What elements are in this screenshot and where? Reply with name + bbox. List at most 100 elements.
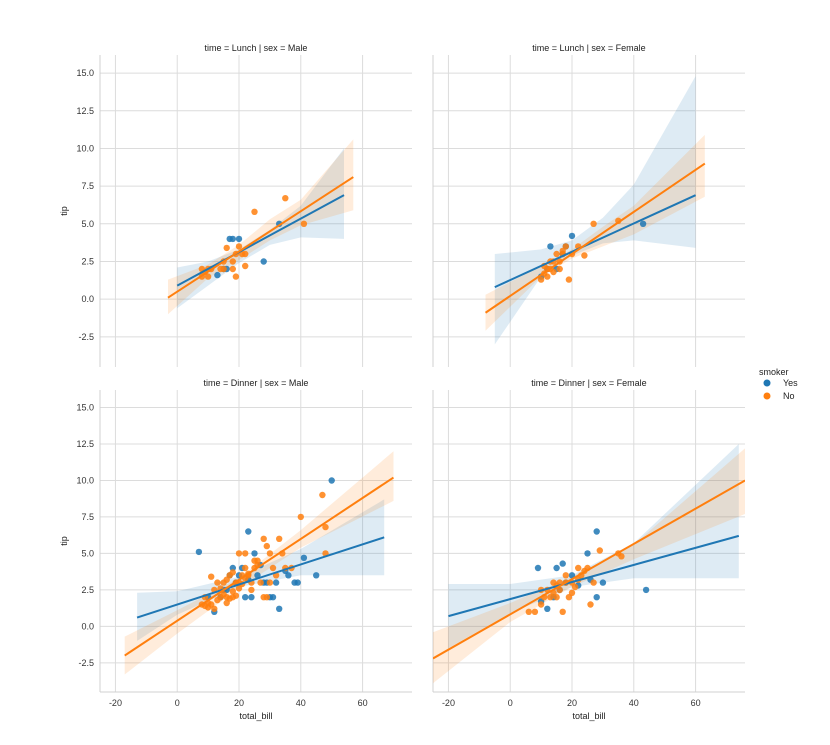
data-point-no bbox=[211, 605, 218, 612]
data-point-no bbox=[235, 243, 243, 250]
y-tick-label: -2.5 bbox=[78, 332, 94, 342]
confidence-band-no bbox=[168, 139, 354, 315]
data-point-no bbox=[214, 596, 221, 604]
regression-line-yes bbox=[176, 194, 345, 287]
data-point-no bbox=[525, 608, 532, 615]
data-point-no bbox=[553, 594, 560, 601]
data-point-no bbox=[229, 265, 236, 273]
data-point-yes bbox=[328, 477, 335, 484]
facet-panel: time = Lunch | sex = Male -2.5 0.0 2.5 5.0 7.… bbox=[59, 43, 412, 367]
data-point-yes bbox=[568, 572, 576, 579]
data-point-no bbox=[235, 550, 243, 557]
data-point-no bbox=[220, 265, 227, 273]
data-point-no bbox=[300, 220, 308, 227]
data-point-yes bbox=[544, 605, 551, 612]
data-point-no bbox=[208, 573, 215, 580]
regression-line-no bbox=[167, 176, 354, 299]
data-point-no bbox=[590, 579, 597, 586]
data-point-no bbox=[269, 564, 277, 572]
confidence-band-yes bbox=[448, 444, 739, 649]
data-point-yes bbox=[593, 528, 600, 535]
regression-line-yes bbox=[448, 534, 740, 618]
data-point-no bbox=[251, 208, 258, 215]
legend-marker-yes bbox=[763, 379, 771, 387]
data-point-no bbox=[596, 547, 603, 554]
plot-area bbox=[124, 451, 395, 675]
y-tick-label: 7.5 bbox=[81, 181, 94, 191]
legend-marker-no bbox=[763, 392, 771, 400]
data-point-no bbox=[319, 491, 326, 499]
data-point-yes bbox=[251, 550, 258, 557]
data-point-yes bbox=[214, 271, 221, 279]
data-point-no bbox=[590, 220, 597, 227]
data-point-no bbox=[223, 576, 230, 583]
plot-area bbox=[167, 139, 354, 315]
y-tick-label: 7.5 bbox=[81, 512, 94, 522]
facet-title: time = Lunch | sex = Female bbox=[532, 43, 645, 53]
y-axis-label: tip bbox=[59, 536, 69, 546]
data-point-no bbox=[220, 591, 227, 598]
data-point-yes bbox=[584, 550, 591, 557]
regression-line-no bbox=[433, 479, 745, 660]
data-point-yes bbox=[269, 594, 277, 601]
legend-label-yes: Yes bbox=[783, 378, 798, 388]
y-tick-label: 12.5 bbox=[76, 439, 94, 449]
y-tick-label: -2.5 bbox=[78, 658, 94, 668]
data-point-no bbox=[229, 258, 236, 265]
y-tick-label: 5.0 bbox=[81, 219, 94, 229]
data-point-yes bbox=[248, 594, 255, 601]
y-tick-label: 0.0 bbox=[81, 294, 94, 304]
data-point-no bbox=[248, 586, 255, 594]
data-point-no bbox=[223, 244, 230, 252]
data-point-no bbox=[260, 535, 267, 542]
y-tick-label: 10.0 bbox=[76, 143, 94, 153]
x-axis-label: total_bill bbox=[239, 711, 272, 721]
data-point-yes bbox=[235, 235, 243, 243]
x-tick-label: 20 bbox=[234, 698, 244, 708]
data-point-no bbox=[571, 583, 579, 591]
facet-panel: time = Dinner | sex = Male -2.5 0.0 2.5 5.0 7… bbox=[59, 378, 412, 721]
facet-panel: time = Dinner | sex = Female -20 0 20 40 60 to… bbox=[432, 378, 745, 721]
confidence-band-yes bbox=[137, 499, 385, 641]
data-point-yes bbox=[229, 564, 236, 572]
data-point-no bbox=[242, 564, 249, 572]
data-point-no bbox=[232, 592, 240, 599]
data-point-no bbox=[266, 579, 274, 586]
data-point-no bbox=[229, 569, 236, 576]
y-tick-label: 15.0 bbox=[76, 403, 94, 413]
data-point-yes bbox=[300, 554, 308, 561]
x-tick-label: 0 bbox=[508, 698, 513, 708]
data-point-no bbox=[556, 265, 563, 273]
data-point-no bbox=[587, 601, 594, 608]
legend-label-no: No bbox=[783, 391, 795, 401]
data-point-no bbox=[242, 550, 249, 557]
data-point-no bbox=[559, 608, 566, 615]
confidence-band-yes bbox=[494, 76, 696, 345]
x-tick-label: 20 bbox=[567, 698, 577, 708]
data-point-no bbox=[223, 599, 230, 607]
regression-line-no bbox=[484, 162, 706, 314]
facet-panel: time = Lunch | sex = Female bbox=[432, 43, 745, 367]
data-point-no bbox=[553, 250, 560, 258]
y-tick-label: 2.5 bbox=[81, 585, 94, 595]
y-tick-label: 2.5 bbox=[81, 256, 94, 266]
plot-area bbox=[433, 444, 745, 684]
data-point-no bbox=[232, 273, 240, 280]
data-point-no bbox=[242, 250, 249, 258]
data-point-no bbox=[266, 550, 274, 557]
data-point-yes bbox=[242, 594, 249, 601]
data-point-no bbox=[204, 273, 212, 280]
y-tick-label: 5.0 bbox=[81, 548, 94, 558]
x-tick-label: -20 bbox=[442, 698, 455, 708]
facet-title: time = Dinner | sex = Male bbox=[204, 378, 309, 388]
confidence-band-no bbox=[485, 134, 705, 331]
data-point-yes bbox=[195, 548, 203, 556]
data-point-no bbox=[257, 579, 264, 586]
data-point-no bbox=[282, 195, 289, 202]
data-point-no bbox=[214, 579, 221, 586]
data-point-no bbox=[276, 535, 283, 542]
data-point-no bbox=[562, 572, 569, 579]
data-point-no bbox=[242, 262, 249, 270]
data-point-yes bbox=[313, 572, 320, 579]
